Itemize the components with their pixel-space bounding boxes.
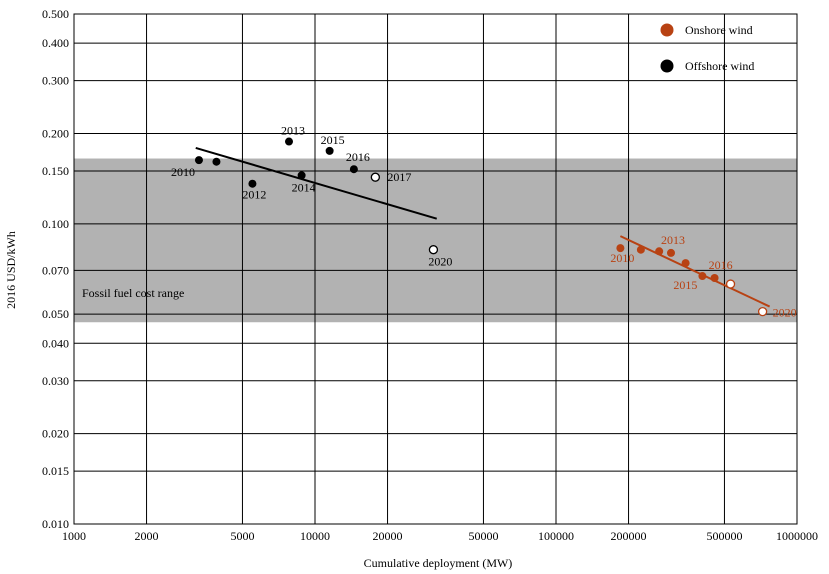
plot-frame: [73, 13, 798, 525]
offshore-wind-point-label: 2017: [387, 170, 411, 184]
y-tick-label: 0.030: [42, 374, 69, 388]
offshore-wind-point: [212, 157, 221, 166]
legend-offshore-wind-marker: [660, 59, 674, 73]
offshore-wind-point-label: 2010: [171, 165, 195, 179]
offshore-wind-point: [297, 171, 306, 180]
x-tick-label: 2000: [135, 529, 159, 543]
onshore-wind-point: [655, 247, 664, 256]
onshore-wind-point-label: 2010: [610, 251, 634, 265]
offshore-wind-trendline: [195, 146, 438, 220]
x-tick-label: 200000: [611, 529, 647, 543]
onshore-wind-point: [710, 273, 719, 282]
onshore-wind-projected-point: [725, 279, 736, 289]
legend-onshore-wind-marker: [660, 23, 674, 37]
offshore-wind-projected-point: [370, 172, 381, 182]
x-tick-label: 500000: [706, 529, 742, 543]
offshore-wind-point-label: 2020: [428, 255, 452, 269]
x-tick-label: 5000: [230, 529, 254, 543]
y-tick-label: 0.150: [42, 164, 69, 178]
onshore-wind-point-label: 2013: [661, 233, 685, 247]
fossil-band-layer: Fossil fuel cost range: [74, 158, 797, 323]
x-tick-label: 50000: [468, 529, 498, 543]
x-axis-label: Cumulative deployment (MW): [364, 556, 513, 570]
x-tick-label: 100000: [538, 529, 574, 543]
x-tick-label: 20000: [373, 529, 403, 543]
offshore-wind-projected-point: [428, 245, 439, 255]
legend-onshore-wind-label: Onshore wind: [685, 23, 753, 37]
legend: Onshore wind Offshore wind: [660, 23, 754, 73]
trendline-layer: [195, 146, 771, 308]
y-tick-label: 0.015: [42, 464, 69, 478]
offshore-wind-point-label: 2013: [281, 124, 305, 138]
offshore-wind-point: [284, 137, 293, 146]
offshore-wind-point-label: 2015: [321, 133, 345, 147]
offshore-wind-point: [325, 146, 334, 155]
onshore-wind-trendline: [619, 235, 771, 308]
offshore-wind-point-label: 2016: [346, 150, 370, 164]
onshore-wind-point: [616, 244, 625, 253]
offshore-wind-point: [248, 179, 257, 188]
point-layer: [194, 137, 768, 317]
onshore-wind-point: [698, 272, 707, 281]
offshore-wind-point: [194, 156, 203, 165]
offshore-wind-point-label: 2012: [242, 188, 266, 202]
grid-layer: [73, 13, 798, 525]
offshore-wind-point-label: 2014: [292, 180, 316, 194]
legend-offshore-wind-label: Offshore wind: [685, 59, 754, 73]
y-tick-label: 0.500: [42, 7, 69, 21]
y-tick-label: 0.100: [42, 217, 69, 231]
x-tick-label: 1000000: [776, 529, 818, 543]
onshore-wind-point-label: 2015: [673, 278, 697, 292]
onshore-wind-point: [636, 245, 645, 254]
y-tick-label: 0.300: [42, 74, 69, 88]
y-tick-label: 0.050: [42, 307, 69, 321]
y-tick-label: 0.040: [42, 336, 69, 350]
onshore-wind-point-label: 2020: [773, 306, 797, 320]
onshore-wind-point: [681, 259, 690, 268]
y-tick-label: 0.400: [42, 36, 69, 50]
onshore-wind-point: [666, 248, 675, 257]
y-tick-label: 0.020: [42, 427, 69, 441]
y-tick-label: 0.070: [42, 263, 69, 277]
x-tick-label: 1000: [62, 529, 86, 543]
offshore-wind-point: [349, 165, 358, 174]
x-tick-label: 10000: [300, 529, 330, 543]
fossil-fuel-band-label: Fossil fuel cost range: [82, 286, 184, 300]
onshore-wind-point-label: 2016: [709, 258, 733, 272]
fossil-fuel-band: [74, 158, 797, 323]
tick-label-layer: 1000 2000 5000 10000 20000 50000 100000 200000 5…: [42, 7, 818, 543]
y-axis-label: 2016 USD/kWh: [4, 231, 18, 309]
y-tick-label: 0.200: [42, 126, 69, 140]
onshore-wind-projected-point: [757, 306, 768, 317]
y-tick-label: 0.010: [42, 517, 69, 531]
